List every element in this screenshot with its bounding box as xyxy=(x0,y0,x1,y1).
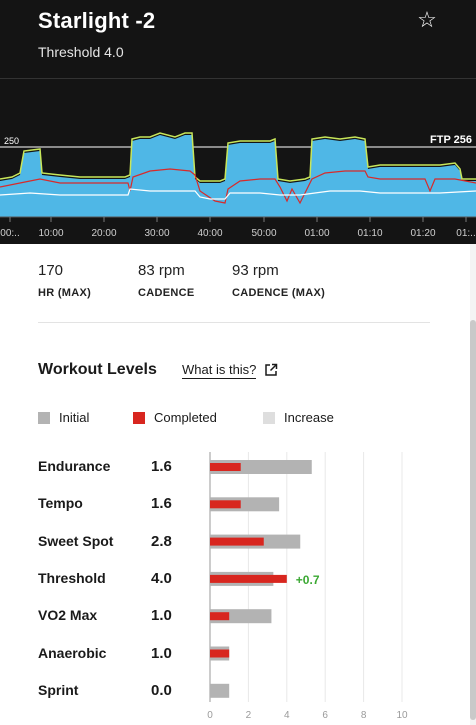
power-graph: 250 FTP 256 00:.. 10:00 20:00 30:00 40:00 50:… xyxy=(0,78,476,245)
scrollbar-thumb[interactable] xyxy=(470,320,476,720)
legend-label: Completed xyxy=(154,410,217,425)
bar-completed xyxy=(210,649,230,658)
power-area xyxy=(0,135,476,217)
stat-cadence: 83 rpm CADENCE xyxy=(138,262,195,299)
time-axis: 00:.. 10:00 20:00 30:00 40:00 50:00 01:00 01:10… xyxy=(0,217,476,239)
level-name: Threshold xyxy=(38,569,106,586)
time-tick-label: 01:10 xyxy=(357,228,382,239)
time-tick-label: 01:20 xyxy=(410,228,435,239)
level-row: Endurance 1.6 xyxy=(38,458,218,480)
time-tick-label: 30:00 xyxy=(144,228,169,239)
time-tick-label: 10:00 xyxy=(38,228,63,239)
chart-x-tick-label: 0 xyxy=(207,710,213,721)
level-row: Sweet Spot 2.8 xyxy=(38,533,218,555)
bar-completed xyxy=(210,537,264,546)
cadence-line xyxy=(0,188,476,200)
legend-swatch-completed xyxy=(133,411,145,424)
level-row: VO2 Max 1.0 xyxy=(38,607,218,629)
stat-cadence-max: 93 rpm CADENCE (MAX) xyxy=(232,262,325,299)
level-name: Sprint xyxy=(38,681,79,698)
time-tick-label: 01:00 xyxy=(304,228,329,239)
level-name: VO2 Max xyxy=(38,607,98,624)
level-value: 1.6 xyxy=(151,458,172,475)
workout-title: Starlight -2 xyxy=(38,8,156,33)
time-tick-label: 20:00 xyxy=(91,228,116,239)
section-divider xyxy=(38,322,430,323)
workout-header: Starlight -2 Threshold 4.0 ☆ xyxy=(0,0,476,78)
ftp-line-label: 250 xyxy=(4,136,19,146)
stat-label: CADENCE (MAX) xyxy=(232,287,326,299)
bar-initial xyxy=(210,683,230,698)
level-name: Endurance xyxy=(38,458,111,474)
chart-x-tick-label: 8 xyxy=(361,710,367,721)
legend-increase: Increase xyxy=(263,410,334,425)
time-tick-label: 00:.. xyxy=(0,228,19,239)
level-value: 2.8 xyxy=(151,532,172,550)
stat-value: 170 xyxy=(38,262,64,279)
legend-swatch-initial xyxy=(38,411,50,424)
bar-completed xyxy=(210,463,241,471)
level-value: 0.0 xyxy=(151,681,172,699)
star-outline-icon[interactable]: ☆ xyxy=(417,7,437,32)
bar-completed xyxy=(210,612,230,621)
bar-increase-label: +0.7 xyxy=(296,573,320,587)
external-link-icon[interactable] xyxy=(264,363,278,377)
workout-levels-title: Workout Levels xyxy=(38,361,157,378)
level-value: 1.0 xyxy=(151,607,172,625)
stat-label: HR (MAX) xyxy=(38,287,92,299)
level-name: Tempo xyxy=(38,495,83,512)
bar-completed xyxy=(210,500,241,509)
chart-x-tick-label: 10 xyxy=(396,710,408,721)
workout-stats: 170 HR (MAX) 83 rpm CADENCE 93 rpm CADEN… xyxy=(0,244,476,324)
what-is-this-link[interactable]: What is this? xyxy=(182,362,257,379)
chart-x-tick-label: 4 xyxy=(284,710,290,721)
level-row: Anaerobic 1.0 xyxy=(38,645,218,667)
chart-x-tick-label: 2 xyxy=(246,710,252,721)
legend-swatch-increase xyxy=(263,411,275,424)
level-row: Threshold 4.0 xyxy=(38,570,218,592)
level-value: 1.6 xyxy=(151,495,172,513)
legend-label: Initial xyxy=(59,410,90,425)
ftp-label: FTP 256 xyxy=(430,134,472,146)
stat-value: 83 rpm xyxy=(138,262,185,279)
level-value: 1.0 xyxy=(151,644,172,662)
level-value: 4.0 xyxy=(151,569,172,587)
legend-label: Increase xyxy=(284,410,334,425)
stat-hr-max: 170 HR (MAX) xyxy=(38,262,91,299)
level-name: Sweet Spot xyxy=(38,532,114,549)
stat-value: 93 rpm xyxy=(232,262,279,279)
stat-label: CADENCE xyxy=(138,287,195,299)
bar-completed xyxy=(210,574,287,583)
level-name: Anaerobic xyxy=(38,644,107,661)
time-tick-label: 01:.. xyxy=(456,228,475,239)
level-row: Sprint 0.0 xyxy=(38,682,218,704)
chart-x-tick-label: 6 xyxy=(322,710,328,721)
workout-levels-chart: 0 2 4 6 8 10 +0.7 xyxy=(207,452,408,721)
legend-completed: Completed xyxy=(133,410,217,425)
power-outline xyxy=(0,132,476,182)
workout-subtitle: Threshold 4.0 xyxy=(38,44,124,60)
legend-initial: Initial xyxy=(38,410,89,425)
level-row: Tempo 1.6 xyxy=(38,495,218,517)
time-tick-label: 50:00 xyxy=(251,228,276,239)
time-tick-label: 40:00 xyxy=(197,228,222,239)
